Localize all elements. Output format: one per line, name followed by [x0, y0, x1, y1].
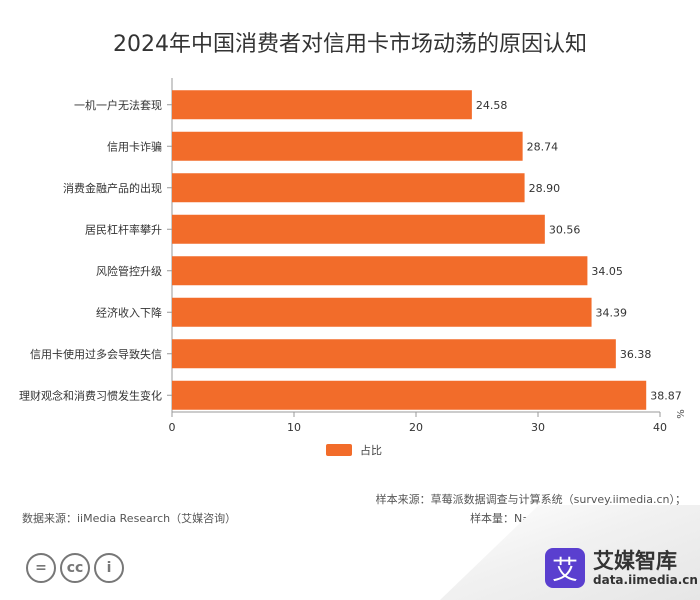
bar: [172, 214, 545, 244]
legend: 占比: [326, 442, 382, 458]
chart-title: 2024年中国消费者对信用卡市场动荡的原因认知: [113, 32, 587, 57]
data-label: 38.87: [650, 389, 682, 402]
bar: [172, 131, 523, 161]
data-source: 数据来源：iiMedia Research（艾媒咨询）: [22, 512, 237, 525]
brand-logo: 艾: [545, 548, 585, 588]
category-label: 消费金融产品的出现: [63, 181, 162, 195]
category-label: 信用卡诈骗: [107, 139, 162, 153]
data-label: 34.39: [596, 306, 628, 319]
data-label: 24.58: [476, 99, 508, 112]
x-tick-label: 0: [169, 421, 176, 434]
category-label: 一机一户无法套现: [74, 98, 162, 112]
category-label: 信用卡使用过多会导致失信: [30, 347, 162, 361]
x-tick-label: 40: [653, 421, 667, 434]
category-label: 经济收入下降: [96, 305, 162, 319]
bar: [172, 339, 616, 369]
bar: [172, 297, 592, 327]
category-label: 风险管控升级: [96, 264, 162, 278]
legend-label: 占比: [360, 444, 382, 457]
x-tick-label: 20: [409, 421, 423, 434]
cc-icon: cc: [60, 553, 90, 583]
x-tick-label: 30: [531, 421, 545, 434]
sample-source: 样本来源：草莓派数据调查与计算系统（survey.iimedia.cn）；: [375, 493, 686, 506]
data-label: 30.56: [549, 223, 581, 236]
bar: [172, 90, 472, 120]
category-label: 居民杠杆率攀升: [85, 222, 162, 236]
data-label: 34.05: [591, 265, 623, 278]
legend-swatch: [326, 444, 352, 456]
x-tick-label: 10: [287, 421, 301, 434]
person-icon: i: [94, 553, 124, 583]
data-label: 28.90: [529, 182, 561, 195]
bar: [172, 380, 647, 410]
license-icons: = cc i: [26, 553, 124, 583]
equals-icon: =: [26, 553, 56, 583]
brand-block: 艾 艾媒智库 data.iimedia.cn: [545, 548, 698, 588]
x-axis-unit: %: [676, 409, 687, 419]
bar: [172, 256, 588, 286]
data-label: 28.74: [527, 140, 559, 153]
category-label: 理财观念和消费习惯发生变化: [19, 388, 162, 402]
data-label: 36.38: [620, 348, 652, 361]
brand-url: data.iimedia.cn: [593, 573, 698, 587]
bar: [172, 173, 525, 203]
brand-name: 艾媒智库: [593, 549, 677, 573]
